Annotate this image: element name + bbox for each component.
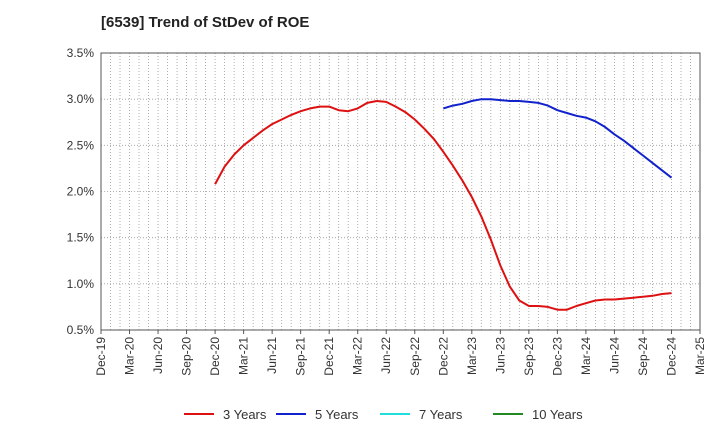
x-tick-label: Dec-21 [322,337,336,376]
x-tick-label: Mar-22 [351,337,365,375]
x-axis: Dec-19 Mar-20 Jun-20 Sep-20 Dec-20 Mar-21 Jun-… [94,330,707,376]
series-lines [214,98,673,311]
legend: 3 Years 5 Years 7 Years 10 Years [184,407,583,422]
x-tick-label: Dec-19 [94,337,108,376]
series-line-5-years [443,98,673,179]
x-tick-label: Jun-21 [265,337,279,374]
x-tick-label: Jun-20 [151,337,165,374]
y-tick-label: 1.0% [67,277,95,291]
x-tick-label: Jun-24 [607,337,621,374]
y-axis: 0.5% 1.0% 1.5% 2.0% 2.5% 3.0% 3.5% [67,46,95,337]
y-tick-label: 2.0% [67,185,95,199]
grid [101,53,700,330]
y-tick-label: 2.5% [67,138,95,152]
x-tick-label: Sep-24 [636,337,650,376]
x-tick-label: Dec-23 [550,337,564,376]
x-tick-label: Dec-24 [664,337,678,376]
legend-label: 5 Years [315,407,359,422]
y-tick-label: 0.5% [67,323,95,337]
x-tick-label: Sep-21 [294,337,308,376]
x-tick-label: Sep-20 [180,337,194,376]
legend-label: 3 Years [223,407,267,422]
x-tick-label: Mar-21 [237,337,251,375]
x-tick-label: Mar-25 [693,337,707,375]
y-tick-label: 1.5% [67,231,95,245]
x-tick-label: Jun-23 [493,337,507,374]
plot-area-frame [100,52,701,331]
x-tick-label: Sep-23 [522,337,536,376]
x-tick-label: Sep-22 [408,337,422,376]
x-tick-label: Dec-20 [208,337,222,376]
x-tick-label: Mar-20 [123,337,137,375]
x-tick-label: Dec-22 [436,337,450,376]
x-tick-label: Mar-24 [579,337,593,375]
legend-label: 10 Years [532,407,583,422]
y-tick-label: 3.5% [67,46,95,60]
x-tick-label: Jun-22 [379,337,393,374]
legend-label: 7 Years [419,407,463,422]
chart-title: [6539] Trend of StDev of ROE [101,14,310,31]
x-tick-label: Mar-23 [465,337,479,375]
y-tick-label: 3.0% [67,92,95,106]
series-line-3-years [214,100,672,311]
